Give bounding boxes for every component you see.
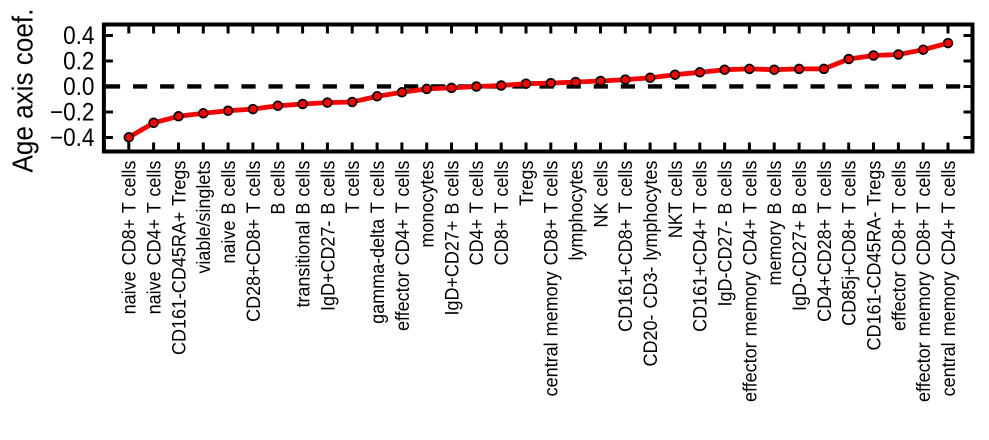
svg-text:CD4+ T cells: CD4+ T cells xyxy=(466,161,488,266)
svg-text:CD161+CD4+ T cells: CD161+CD4+ T cells xyxy=(690,161,712,332)
svg-text:naive CD8+ T cells: naive CD8+ T cells xyxy=(119,161,141,315)
svg-text:T cells: T cells xyxy=(342,161,364,214)
svg-text:transitional B cells: transitional B cells xyxy=(293,161,315,308)
svg-text:gamma-delta T cells: gamma-delta T cells xyxy=(367,161,389,324)
svg-text:CD8+ T cells: CD8+ T cells xyxy=(491,161,513,266)
svg-text:CD161-CD45RA+ Tregs: CD161-CD45RA+ Tregs xyxy=(169,161,191,355)
svg-text:naive B cells: naive B cells xyxy=(218,161,240,264)
svg-text:NKT cells: NKT cells xyxy=(665,161,687,239)
svg-text:Tregs: Tregs xyxy=(516,161,538,206)
svg-text:monocytes: monocytes xyxy=(417,161,439,248)
svg-text:naive CD4+ T cells: naive CD4+ T cells xyxy=(144,161,166,315)
svg-text:central memory CD4+ T cells: central memory CD4+ T cells xyxy=(938,161,960,397)
svg-text:CD161-CD45RA- Tregs: CD161-CD45RA- Tregs xyxy=(864,161,886,351)
svg-text:IgD-CD27+ B cells: IgD-CD27+ B cells xyxy=(789,161,811,311)
svg-text:0.0: 0.0 xyxy=(63,73,94,101)
svg-text:central memory CD8+ T cells: central memory CD8+ T cells xyxy=(541,161,563,397)
svg-text:Age axis coef.: Age axis coef. xyxy=(6,9,38,173)
svg-text:memory B cells: memory B cells xyxy=(764,161,786,286)
svg-text:−0.2: −0.2 xyxy=(50,99,95,127)
svg-text:viable/singlets: viable/singlets xyxy=(193,161,215,274)
svg-text:CD4+CD28+ T cells: CD4+CD28+ T cells xyxy=(814,161,836,322)
svg-text:CD85j+CD8+ T cells: CD85j+CD8+ T cells xyxy=(839,161,861,326)
svg-text:−0.4: −0.4 xyxy=(50,124,95,152)
svg-text:0.2: 0.2 xyxy=(63,48,94,76)
svg-text:CD28+CD8+ T cells: CD28+CD8+ T cells xyxy=(243,161,265,322)
svg-text:effector memory CD8+ T cells: effector memory CD8+ T cells xyxy=(913,161,935,402)
svg-text:lymphocytes: lymphocytes xyxy=(566,161,588,261)
svg-text:effector CD4+ T cells: effector CD4+ T cells xyxy=(392,161,414,331)
svg-text:IgD-CD27- B cells: IgD-CD27- B cells xyxy=(715,161,737,307)
svg-text:effector memory CD4+ T cells: effector memory CD4+ T cells xyxy=(740,161,762,402)
svg-text:CD20- CD3- lymphocytes: CD20- CD3- lymphocytes xyxy=(640,161,662,367)
svg-text:0.4: 0.4 xyxy=(63,22,94,50)
svg-text:IgD+CD27- B cells: IgD+CD27- B cells xyxy=(318,161,340,311)
svg-text:CD161+CD8+ T cells: CD161+CD8+ T cells xyxy=(615,161,637,332)
svg-text:B cells: B cells xyxy=(268,161,290,215)
svg-text:NK cells: NK cells xyxy=(591,161,613,228)
svg-text:effector CD8+ T cells: effector CD8+ T cells xyxy=(889,161,911,331)
svg-text:IgD+CD27+ B cells: IgD+CD27+ B cells xyxy=(442,161,464,316)
